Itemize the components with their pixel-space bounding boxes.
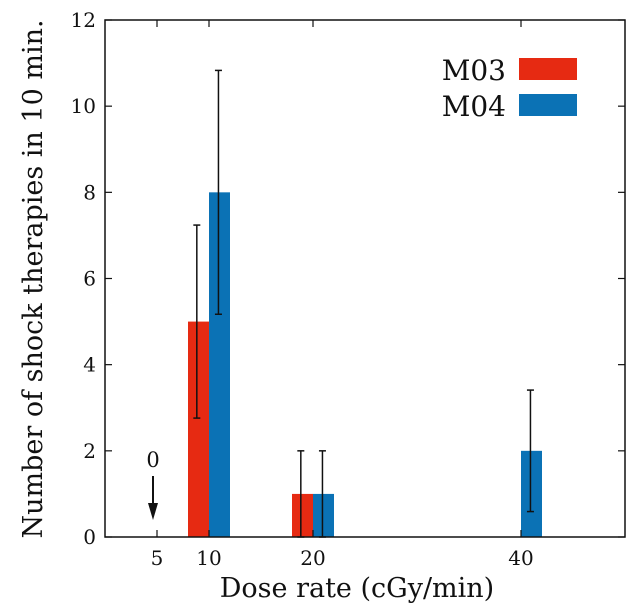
y-tick-label-8: 8: [83, 180, 96, 204]
x-axis-title: Dose rate (cGy/min): [220, 573, 494, 604]
annotations: 0: [146, 448, 160, 520]
y-tick-label-2: 2: [83, 439, 96, 463]
legend-swatch-m04: [519, 94, 577, 116]
y-tick-label-4: 4: [83, 353, 96, 377]
y-tick-label-0: 0: [83, 525, 96, 549]
x-tick-label-20: 20: [300, 546, 325, 570]
bar-m04-20: [313, 493, 334, 537]
legend-swatch-m03: [519, 58, 577, 80]
bar-m04-40: [521, 450, 542, 537]
y-tick-label-12: 12: [71, 8, 96, 32]
legend-label-m03: M03: [442, 54, 506, 87]
annotation-label-0: 0: [146, 448, 159, 472]
bar-m03-20: [292, 493, 313, 537]
bar-m04-10: [209, 192, 230, 538]
y-tick-label-10: 10: [71, 94, 96, 118]
legend-label-m04: M04: [442, 90, 506, 123]
y-axis-title: Number of shock therapies in 10 min.: [18, 19, 49, 538]
bar-m03-10: [188, 321, 209, 537]
axis-ticks: 0 2 4 6 8 10 12 5 10 20 40: [71, 8, 625, 570]
annotation-arrow-head-0: [148, 503, 158, 520]
y-tick-label-6: 6: [83, 267, 96, 291]
chart-marks: [188, 69, 542, 538]
x-tick-label-10: 10: [196, 546, 221, 570]
x-tick-label-40: 40: [508, 546, 533, 570]
x-tick-label-5: 5: [151, 546, 164, 570]
